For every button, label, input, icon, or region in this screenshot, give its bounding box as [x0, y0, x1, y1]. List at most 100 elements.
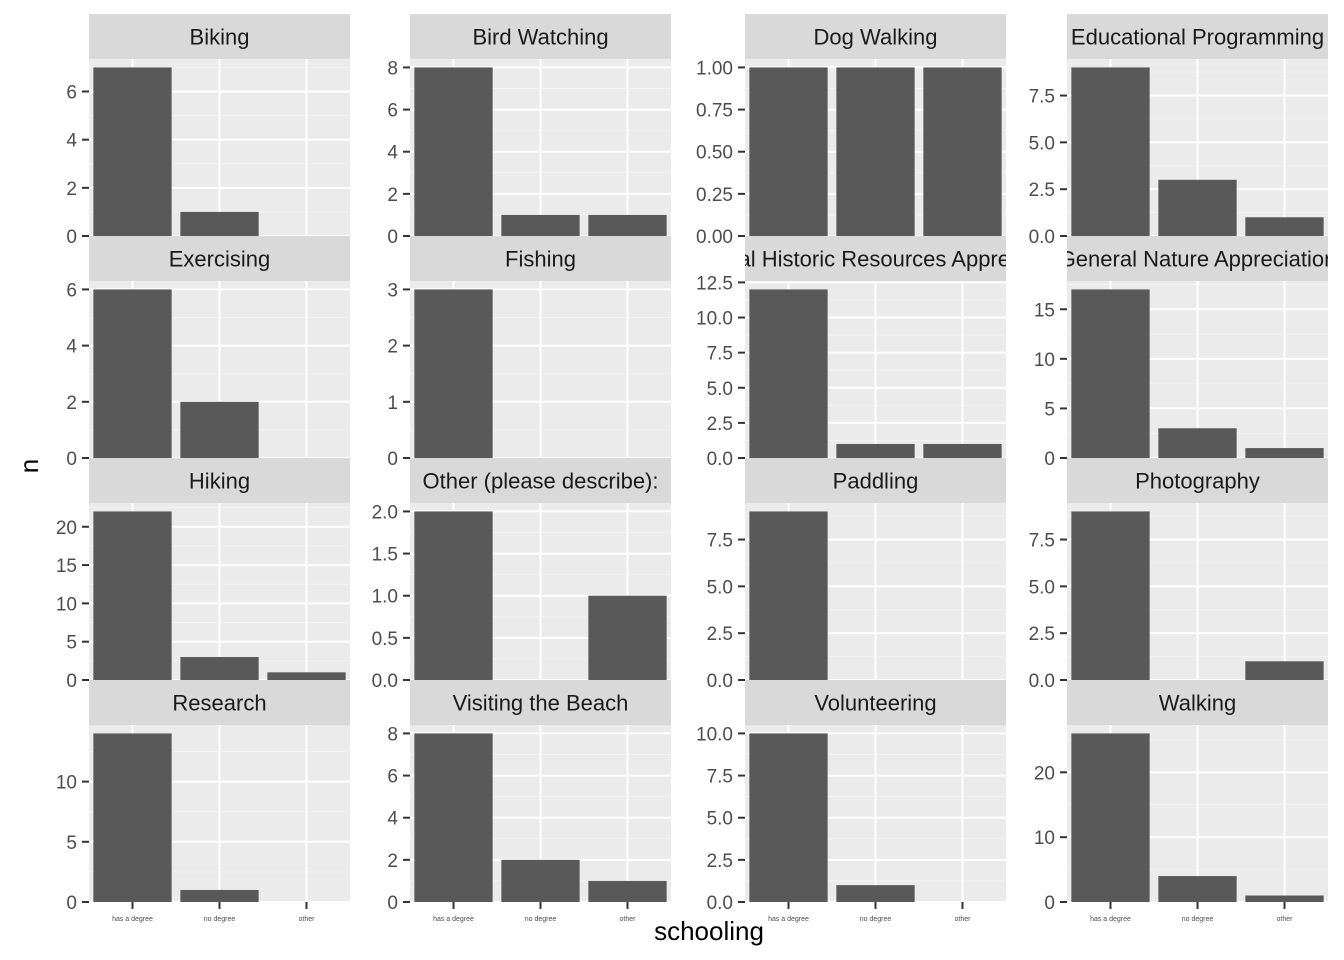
- bar: [93, 511, 172, 680]
- y-tick-label: 0.25: [696, 185, 733, 206]
- facet-strip: [89, 458, 350, 503]
- bar: [923, 443, 1002, 458]
- y-tick-label: 15: [1034, 300, 1055, 321]
- facet-strip: [89, 14, 350, 59]
- y-tick-label: 2: [66, 179, 77, 200]
- facet-panel: General Historic Resources Appreciation 0…: [677, 236, 1073, 470]
- facet-strip-label: Other (please describe):: [423, 469, 659, 494]
- facet-panel: Dog Walking 0.00 0.25 0.50 0.75 1.00: [696, 14, 1006, 248]
- y-tick-label: 0.5: [372, 629, 398, 650]
- y-tick-label: 12.5: [696, 273, 733, 294]
- y-tick-label: 0: [387, 227, 398, 248]
- x-tick-label: other: [299, 916, 316, 923]
- x-tick-label: other: [1277, 916, 1294, 923]
- y-tick-label: 2: [387, 185, 398, 206]
- facet-panel: Walking 0 10 20 has a degree no degree other: [1034, 680, 1328, 923]
- facet-panel: Volunteering 0.0 2.5 5.0 7.5 10.0 has a degree…: [696, 680, 1006, 923]
- x-tick-label: has a degree: [112, 916, 153, 923]
- y-tick-label: 1.0: [372, 587, 398, 608]
- bar: [1071, 67, 1150, 236]
- facet-strip: [1067, 236, 1328, 281]
- facet-strip: [1067, 680, 1328, 725]
- y-tick-label: 2.5: [1029, 624, 1055, 645]
- bar: [588, 595, 667, 680]
- y-tick-label: 20: [1034, 763, 1055, 784]
- y-tick-label: 1.00: [696, 58, 733, 79]
- facet-strip-label: Bird Watching: [472, 25, 608, 50]
- x-tick-label: no degree: [525, 916, 557, 923]
- y-tick-label: 0: [1044, 449, 1055, 470]
- facet-strip-label: Exercising: [169, 247, 270, 272]
- y-tick-label: 2.5: [1029, 180, 1055, 201]
- y-tick-label: 7.5: [1029, 87, 1055, 108]
- y-tick-label: 7.5: [707, 767, 733, 788]
- y-tick-label: 0.0: [707, 671, 733, 692]
- bar: [749, 67, 828, 236]
- facet-strip-label: Fishing: [505, 247, 576, 272]
- facet-strip: [745, 680, 1006, 725]
- bar: [414, 733, 493, 902]
- y-tick-label: 10: [56, 594, 77, 615]
- y-tick-label: 4: [66, 337, 77, 358]
- bar: [414, 289, 493, 458]
- x-tick-label: no degree: [860, 916, 892, 923]
- facet-panel: Bird Watching 0 2 4 6 8: [387, 14, 671, 248]
- facet-strip: [745, 236, 1006, 281]
- facet-panel: Photography 0.0 2.5 5.0 7.5: [1029, 458, 1328, 692]
- facet-strip: [410, 458, 671, 503]
- bar: [180, 657, 259, 680]
- y-tick-label: 5: [1044, 399, 1055, 420]
- facet-strip-label: Dog Walking: [814, 25, 938, 50]
- y-tick-label: 6: [66, 280, 77, 301]
- y-tick-label: 0: [1044, 893, 1055, 914]
- y-tick-label: 10: [1034, 350, 1055, 371]
- bar: [93, 733, 172, 902]
- y-tick-label: 2.5: [707, 624, 733, 645]
- y-tick-label: 0: [387, 893, 398, 914]
- y-tick-label: 2: [387, 851, 398, 872]
- bar: [836, 67, 915, 236]
- bar: [1071, 733, 1150, 902]
- bar: [501, 859, 580, 902]
- y-tick-label: 5.0: [707, 809, 733, 830]
- y-tick-label: 0: [66, 227, 77, 248]
- x-tick-label: no degree: [204, 916, 236, 923]
- bar: [749, 289, 828, 458]
- facet-strip: [410, 236, 671, 281]
- y-tick-label: 1.5: [372, 545, 398, 566]
- bar: [749, 733, 828, 902]
- y-tick-label: 20: [56, 518, 77, 539]
- y-axis-title: n: [14, 459, 44, 473]
- y-tick-label: 15: [56, 556, 77, 577]
- bar: [1071, 289, 1150, 458]
- facet-panel: Exercising 0 2 4 6: [66, 236, 350, 470]
- bar: [588, 880, 667, 902]
- y-tick-label: 7.5: [707, 344, 733, 365]
- x-tick-label: has a degree: [1090, 916, 1131, 923]
- facet-strip-label: Hiking: [189, 469, 250, 494]
- y-tick-label: 0: [387, 449, 398, 470]
- y-tick-label: 2: [66, 393, 77, 414]
- y-tick-label: 0: [66, 449, 77, 470]
- bar: [501, 214, 580, 236]
- y-tick-label: 10.0: [696, 724, 733, 745]
- bar: [180, 889, 259, 902]
- facet-panel: Other (please describe): 0.0 0.5 1.0 1.5 2.0: [372, 458, 671, 692]
- bar: [1245, 661, 1324, 680]
- bar: [1245, 217, 1324, 236]
- y-tick-label: 0.0: [1029, 227, 1055, 248]
- x-tick-label: no degree: [1182, 916, 1214, 923]
- y-tick-label: 4: [387, 143, 398, 164]
- y-tick-label: 0.0: [707, 449, 733, 470]
- facet-strip: [89, 236, 350, 281]
- y-tick-label: 4: [66, 131, 77, 152]
- bar: [267, 672, 346, 680]
- x-tick-label: other: [620, 916, 637, 923]
- y-tick-label: 5.0: [1029, 133, 1055, 154]
- facet-strip-label: General Historic Resources Appreciation: [677, 247, 1073, 272]
- y-tick-label: 8: [387, 58, 398, 79]
- bar: [1245, 895, 1324, 902]
- y-tick-label: 0.0: [707, 893, 733, 914]
- y-tick-label: 1: [387, 393, 398, 414]
- y-tick-label: 2.0: [372, 502, 398, 523]
